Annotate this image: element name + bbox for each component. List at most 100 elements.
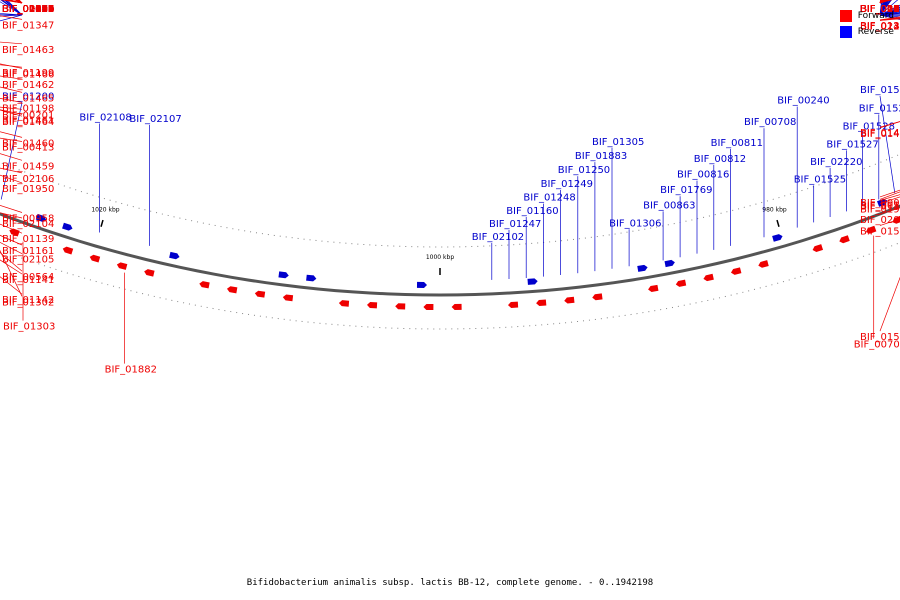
forward-gene-label: BIF_01360 [860, 4, 900, 15]
reverse-gene-label: BIF_01561 [860, 4, 900, 15]
forward-gene-label: BIF_00958 [2, 214, 54, 225]
reverse-gene-label: BIF_01447 [860, 4, 900, 15]
forward-gene-arrow [648, 284, 659, 292]
forward-gene-label: BIF_00201 [2, 110, 54, 121]
reverse-gene-label: BIF_01083 [860, 4, 900, 15]
reverse-gene-label: BIF_01271 [860, 4, 900, 15]
reverse-gene-arrow [306, 274, 317, 282]
forward-gene-label: BIF_00707 [854, 340, 900, 351]
forward-gene-label: BIF_01513 [860, 4, 900, 15]
reverse-gene-label: BIF_02224 [2, 4, 54, 15]
forward-leader-line [0, 249, 23, 297]
kbp-tick-label: 1020 kbp [91, 206, 119, 213]
forward-gene-label: BIF_01235 [2, 4, 54, 15]
forward-gene-arrow [144, 269, 155, 277]
forward-gene-label: BIF_02020 [860, 215, 900, 226]
forward-gene-label: BIF_01098 [2, 4, 54, 15]
reverse-gene-label: BIF_01562 [860, 4, 900, 15]
forward-gene-label: BIF_01096 [2, 4, 54, 15]
forward-gene-label: BIF_01359 [860, 4, 900, 15]
forward-gene-label: BIF_01092 [860, 4, 900, 15]
reverse-gene-label: BIF_00816 [677, 170, 729, 181]
reverse-gene-arrow [772, 234, 783, 242]
forward-gene-label: BIF_01351 [860, 4, 900, 15]
forward-gene-label: BIF_00558 [2, 4, 54, 15]
reverse-gene-label: BIF_00708 [744, 117, 796, 128]
forward-gene-label: BIF_01445 [860, 129, 900, 140]
reverse-gene-label: BIF_01358 [860, 4, 900, 15]
forward-gene-label: BIF_01093 [860, 4, 900, 15]
forward-gene-label: BIF_01526 [860, 332, 900, 343]
forward-gene-label: BIF_01460 [2, 138, 54, 149]
reverse-gene-label: BIF_01295 [860, 4, 900, 15]
forward-gene-label: BIF_01882 [105, 365, 157, 376]
forward-gene-label: BIF_01531 [860, 227, 900, 238]
forward-gene-label: BIF_01379 [2, 4, 54, 15]
forward-gene-arrow [592, 293, 603, 301]
legend: Forward Reverse [839, 8, 894, 40]
reverse-gene-label: BIF_02212 [860, 4, 900, 15]
reverse-gene-label: BIF_02124 [860, 4, 900, 15]
reverse-gene-arrow [35, 213, 47, 222]
forward-leader-line [879, 194, 900, 201]
forward-gene-label: BIF_01466 [2, 69, 54, 80]
reverse-gene-label: BIF_00931 [860, 4, 900, 15]
reverse-leader-line [879, 96, 896, 194]
forward-gene-label: BIF_02096 [2, 4, 54, 15]
forward-gene-label: BIF_01135 [860, 4, 900, 15]
forward-gene-label: BIF_00418 [2, 4, 54, 15]
reverse-gene-label: BIF_01356 [860, 4, 900, 15]
reverse-gene-label: BIF_02108 [79, 113, 131, 124]
reverse-gene-label: BIF_02135 [860, 4, 900, 15]
forward-gene-arrow [89, 254, 101, 263]
forward-gene-label: BIF_01142 [2, 295, 54, 306]
inner-guide-ring [0, 242, 900, 330]
reverse-gene-label: BIF_01527 [826, 139, 878, 150]
reverse-gene-arrow [62, 222, 73, 231]
forward-gene-label: BIF_01100 [2, 4, 54, 15]
reverse-gene-label: BIF_02216 [860, 4, 900, 15]
forward-gene-label: BIF_01514 [860, 4, 900, 15]
forward-gene-arrow [367, 302, 378, 309]
forward-gene-label: BIF_00932 [2, 4, 54, 15]
forward-gene-label: BIF_00398 [860, 200, 900, 211]
reverse-gene-label: BIF_01448 [860, 4, 900, 15]
legend-forward: Forward [839, 8, 894, 24]
reverse-gene-label: BIF_01376 [2, 4, 54, 15]
forward-gene-label: BIF_01494 [860, 4, 900, 15]
forward-gene-label: BIF_01237 [2, 4, 54, 15]
forward-gene-label: BIF_02130 [860, 4, 900, 15]
forward-gene-arrow [226, 286, 238, 294]
reverse-gene-arrow [278, 271, 289, 279]
forward-gene-label: BIF_00413 [2, 143, 54, 154]
forward-gene-label: BIF_00158 [2, 4, 54, 15]
forward-gene-label: BIF_02104 [2, 219, 54, 230]
forward-gene-label: BIF_01560 [860, 4, 900, 15]
forward-gene-label: BIF_01435 [860, 4, 900, 15]
reverse-gene-label: BIF_01377 [2, 4, 54, 15]
forward-gene-arrow [282, 294, 294, 302]
forward-gene-label: BIF_00689 [860, 4, 900, 15]
forward-gene-label: BIF_01450 [860, 21, 900, 32]
reverse-gene-label: BIF_00477 [860, 4, 900, 15]
forward-gene-label: BIF_00243 [860, 4, 900, 15]
reverse-gene-label: BIF_02220 [810, 157, 862, 168]
reverse-gene-label: BIF_02102 [472, 232, 524, 243]
reverse-gene-arrow [169, 251, 180, 260]
forward-gene-label: BIF_01462 [2, 80, 54, 91]
reverse-gene-label: BIF_01945 [860, 4, 900, 15]
reverse-gene-label: BIF_01350 [2, 4, 54, 15]
reverse-gene-label: BIF_01883 [575, 151, 627, 162]
forward-gene-label: BIF_01497 [860, 4, 900, 15]
forward-gene-label: BIF_01805 [860, 4, 900, 15]
reverse-gene-label: BIF_00961 [2, 4, 54, 15]
reverse-gene-label: BIF_01188 [860, 4, 900, 15]
forward-gene-arrow [254, 290, 266, 298]
forward-gene-label: BIF_02217 [860, 4, 900, 15]
forward-leader-line [0, 212, 23, 219]
forward-gene-label: BIF_00242 [860, 4, 900, 15]
forward-gene-label: BIF_01444 [860, 128, 900, 139]
forward-gene-label: BIF_01099 [2, 4, 54, 15]
